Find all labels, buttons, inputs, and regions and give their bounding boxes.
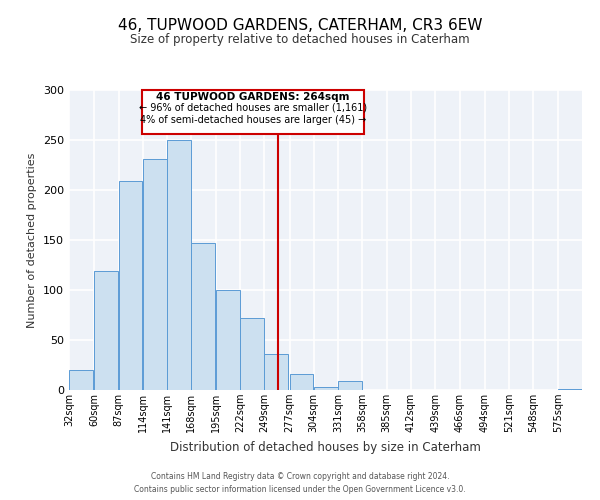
Bar: [314, 387, 338, 390]
Bar: [265, 354, 288, 390]
Text: Contains HM Land Registry data © Crown copyright and database right 2024.: Contains HM Land Registry data © Crown c…: [151, 472, 449, 481]
Text: 46 TUPWOOD GARDENS: 264sqm: 46 TUPWOOD GARDENS: 264sqm: [156, 92, 350, 102]
Bar: [558, 389, 581, 390]
Text: 4% of semi-detached houses are larger (45) →: 4% of semi-detached houses are larger (4…: [140, 114, 366, 124]
Bar: [240, 318, 264, 390]
Y-axis label: Number of detached properties: Number of detached properties: [28, 152, 37, 328]
Text: Size of property relative to detached houses in Caterham: Size of property relative to detached ho…: [130, 32, 470, 46]
Bar: [338, 381, 362, 390]
Bar: [167, 140, 191, 390]
Text: 46, TUPWOOD GARDENS, CATERHAM, CR3 6EW: 46, TUPWOOD GARDENS, CATERHAM, CR3 6EW: [118, 18, 482, 32]
Bar: [119, 181, 142, 390]
Bar: [94, 271, 118, 390]
X-axis label: Distribution of detached houses by size in Caterham: Distribution of detached houses by size …: [170, 440, 481, 454]
FancyBboxPatch shape: [142, 90, 364, 134]
Bar: [216, 290, 239, 390]
Text: ← 96% of detached houses are smaller (1,161): ← 96% of detached houses are smaller (1,…: [139, 102, 367, 113]
Bar: [191, 243, 215, 390]
Bar: [143, 159, 167, 390]
Text: Contains public sector information licensed under the Open Government Licence v3: Contains public sector information licen…: [134, 485, 466, 494]
Bar: [290, 374, 313, 390]
Bar: [69, 370, 93, 390]
